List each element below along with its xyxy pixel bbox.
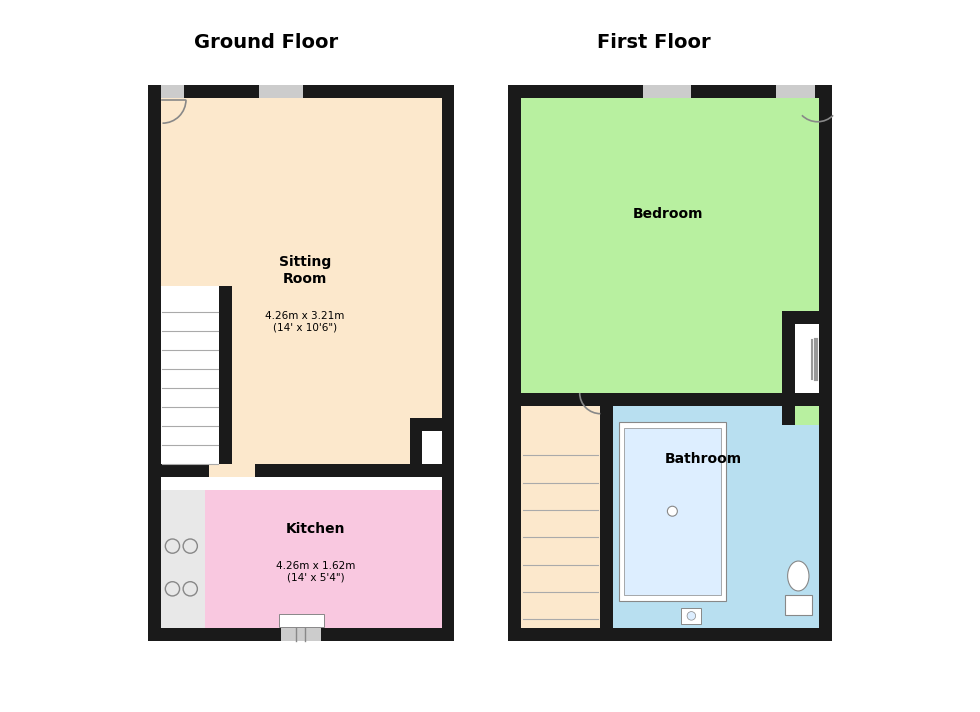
Bar bbox=[520, 98, 819, 393]
Bar bbox=[508, 628, 832, 641]
Circle shape bbox=[687, 612, 696, 620]
Bar bbox=[601, 406, 613, 641]
Bar bbox=[410, 418, 422, 464]
Bar bbox=[259, 85, 303, 98]
Bar bbox=[776, 85, 815, 98]
Bar bbox=[410, 418, 442, 464]
Bar bbox=[819, 85, 832, 641]
Bar bbox=[782, 311, 795, 393]
Text: 4.26m x 3.21m
(14' x 10'6"): 4.26m x 3.21m (14' x 10'6") bbox=[266, 311, 345, 333]
Bar bbox=[681, 608, 702, 624]
Circle shape bbox=[667, 506, 677, 516]
Text: 4.26m x 1.62m
(14' x 5'4"): 4.26m x 1.62m (14' x 5'4") bbox=[276, 561, 355, 582]
Bar bbox=[795, 393, 819, 425]
Bar bbox=[220, 286, 232, 477]
Bar bbox=[278, 614, 324, 627]
Bar bbox=[782, 311, 819, 393]
Text: Kitchen: Kitchen bbox=[286, 522, 345, 536]
Ellipse shape bbox=[788, 561, 808, 591]
Bar bbox=[148, 628, 455, 641]
Text: Bathroom: Bathroom bbox=[665, 452, 742, 466]
Bar bbox=[613, 406, 819, 628]
Bar bbox=[281, 628, 321, 641]
Bar bbox=[148, 85, 455, 98]
Bar bbox=[161, 490, 205, 628]
Text: Sitting
Room: Sitting Room bbox=[278, 256, 331, 286]
Bar bbox=[520, 406, 601, 628]
Bar bbox=[410, 418, 442, 431]
Bar bbox=[508, 393, 613, 406]
Text: Bedroom: Bedroom bbox=[633, 206, 704, 221]
Bar bbox=[148, 464, 455, 477]
Bar bbox=[782, 311, 819, 324]
Bar bbox=[785, 595, 811, 615]
Text: Ground Floor: Ground Floor bbox=[194, 33, 338, 52]
Bar bbox=[161, 98, 442, 464]
Bar bbox=[624, 428, 721, 595]
Text: First Floor: First Floor bbox=[597, 33, 710, 52]
Bar bbox=[782, 393, 795, 425]
Bar bbox=[643, 85, 691, 98]
Bar bbox=[161, 85, 184, 98]
Bar bbox=[619, 422, 726, 601]
Bar bbox=[442, 85, 455, 641]
Bar bbox=[205, 490, 442, 628]
Bar bbox=[209, 464, 255, 477]
Bar bbox=[161, 286, 220, 464]
Bar bbox=[601, 393, 832, 406]
Bar bbox=[508, 85, 520, 641]
Bar bbox=[148, 85, 161, 641]
Bar bbox=[508, 85, 832, 98]
